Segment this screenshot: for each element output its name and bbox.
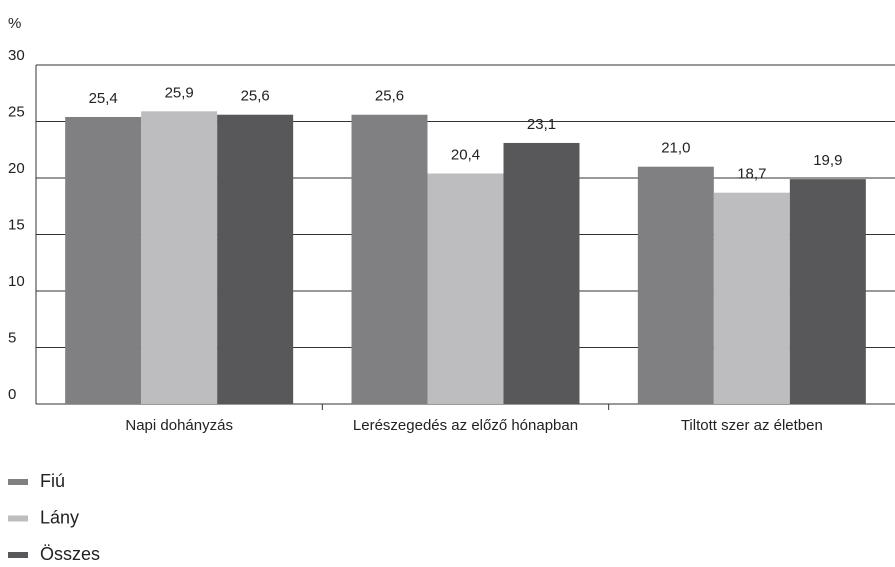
value-label: 25,9 xyxy=(165,84,194,101)
legend-label: Lány xyxy=(40,507,79,527)
x-tick-label: Tiltott szer az életben xyxy=(681,417,823,434)
value-label: 21,0 xyxy=(661,140,690,157)
value-label: 25,4 xyxy=(89,90,118,107)
y-tick-label: 5 xyxy=(8,329,16,346)
value-label: 18,7 xyxy=(737,166,766,183)
bar xyxy=(503,142,580,404)
y-tick-label: 20 xyxy=(8,160,25,177)
value-label: 25,6 xyxy=(375,88,404,105)
value-label: 19,9 xyxy=(813,152,842,169)
bar xyxy=(713,192,790,404)
legend-swatch xyxy=(8,515,28,522)
legend-label: Összes xyxy=(40,544,100,564)
y-tick-label: 30 xyxy=(8,47,25,64)
legend-swatch xyxy=(8,479,28,485)
x-tick-label: Lerészegedés az előző hónapban xyxy=(353,417,578,434)
bar xyxy=(65,116,142,404)
bar xyxy=(637,166,714,404)
legend-label: Fiú xyxy=(40,471,65,491)
bar xyxy=(141,111,218,404)
y-tick-label: 15 xyxy=(8,216,25,233)
y-tick-label: 10 xyxy=(8,273,25,290)
legend-swatch xyxy=(8,552,28,558)
y-tick-label: 0 xyxy=(8,386,16,403)
bar xyxy=(427,173,504,404)
bar xyxy=(217,114,294,404)
value-label: 23,1 xyxy=(527,116,556,133)
value-label: 20,4 xyxy=(451,146,480,163)
y-axis-label: % xyxy=(8,15,21,32)
bar xyxy=(789,179,866,404)
value-label: 25,6 xyxy=(241,88,270,105)
y-tick-label: 25 xyxy=(8,103,25,120)
bar xyxy=(351,114,428,404)
x-tick-label: Napi dohányzás xyxy=(125,417,233,434)
